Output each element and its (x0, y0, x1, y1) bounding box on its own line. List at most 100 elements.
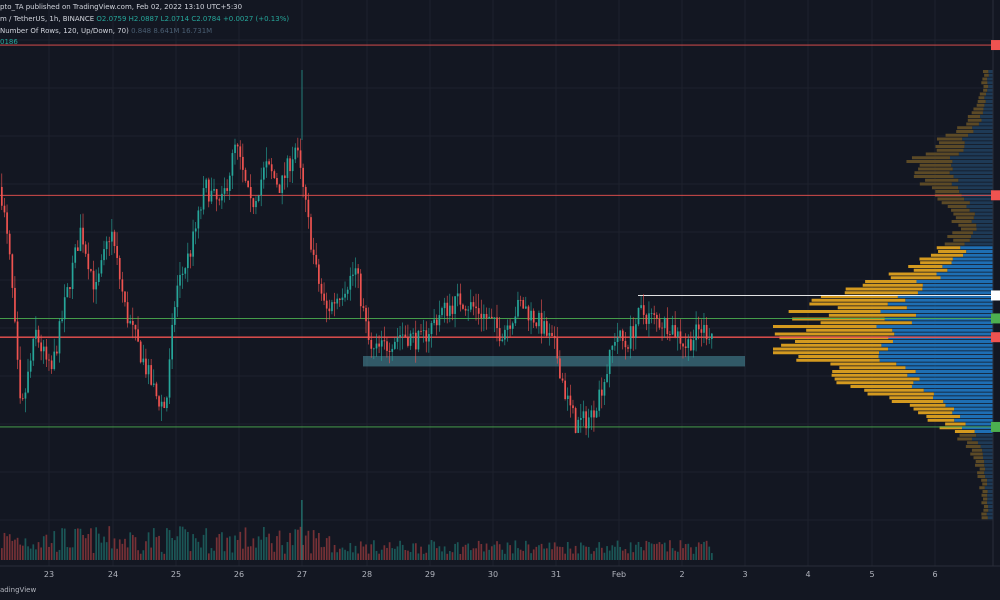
candle-body (105, 241, 108, 250)
price-tag-resistance-poc (991, 332, 1000, 343)
vp-row-up (987, 490, 993, 493)
volume-bar (24, 538, 27, 560)
volume-bar (302, 544, 304, 560)
candle-body (333, 302, 336, 304)
volume-bar (462, 546, 464, 560)
candle-body (270, 164, 273, 172)
volume-bar (656, 543, 658, 560)
vp-row-up (953, 175, 993, 178)
candle-body (386, 341, 388, 351)
candle-body (608, 349, 611, 375)
vp-row-up (987, 478, 993, 482)
candle-body (564, 380, 566, 400)
vp-row-down (947, 205, 967, 208)
volume-bar (645, 540, 648, 560)
vp-row-down (935, 190, 960, 193)
candle-body (577, 419, 580, 433)
vp-row-down (957, 437, 972, 441)
candle-body (614, 341, 616, 346)
volume-bar (202, 534, 205, 560)
volume-bar (304, 535, 307, 560)
vp-row-up (945, 403, 993, 407)
time-tick-label: 5 (869, 570, 874, 579)
candle-body (252, 198, 255, 208)
vp-row-up (971, 235, 993, 238)
volume-bar (113, 538, 116, 560)
vp-row-up (905, 366, 993, 370)
vp-row-down (979, 486, 985, 490)
price-tag-resistance-top (991, 40, 1000, 51)
vp-row-down (888, 272, 937, 276)
volume-bar (608, 550, 611, 560)
vp-row-down (891, 400, 944, 403)
volume-bar (488, 549, 491, 560)
symbol-name[interactable]: m / TetherUS, 1h, BINANCE (0, 15, 95, 23)
vp-row-up (962, 137, 993, 141)
volume-bar (658, 542, 661, 560)
vp-row-up (894, 332, 993, 336)
candle-body (357, 268, 360, 274)
candle-body (58, 321, 61, 354)
time-tick-label: 30 (488, 570, 498, 579)
volume-bar (210, 548, 213, 560)
vp-row-up (964, 141, 993, 145)
candle-body (338, 298, 341, 300)
vp-row-down (939, 426, 963, 430)
candle-body (485, 313, 488, 319)
vp-row-up (985, 92, 993, 96)
candle-body (695, 324, 697, 341)
candle-body (179, 274, 181, 286)
volume-bar (221, 532, 223, 560)
vp-row-up (987, 81, 993, 85)
vp-row-up (905, 298, 993, 302)
ohlc-high: H2.0887 (128, 15, 159, 23)
indicator-line[interactable]: Number Of Rows, 120, Up/Down, 70) 0.848 … (0, 27, 212, 36)
vp-row-down (927, 418, 955, 422)
time-axis[interactable]: 23 24 25 26 27 28 29 30 31 Feb 2 3 4 5 6 (44, 570, 938, 579)
time-tick-label: 26 (234, 570, 244, 579)
candle-body (160, 401, 163, 407)
volume-bar (572, 553, 574, 560)
volume-bar (132, 534, 134, 560)
candle-body (228, 175, 231, 191)
vp-row-up (978, 122, 993, 126)
vp-row-up (952, 167, 993, 171)
volume-bar (357, 553, 360, 560)
candle-body (650, 313, 653, 315)
candle-body (79, 227, 82, 251)
volume-bar (543, 548, 546, 560)
candle-body (446, 302, 449, 316)
candle-body (443, 302, 446, 309)
volume-bar (325, 538, 328, 560)
candle-body (341, 297, 344, 300)
volume-bar (6, 536, 8, 560)
candle-body (158, 396, 160, 407)
candle-body (671, 325, 674, 335)
volume-bar (428, 544, 430, 560)
vp-row-down (967, 441, 978, 445)
vp-row-down (773, 347, 888, 351)
candle-body (302, 167, 304, 187)
volume-bar (530, 553, 532, 560)
candle-body (11, 254, 14, 288)
candle-body (297, 147, 299, 151)
vp-row-up (969, 208, 993, 212)
candle-body (168, 359, 171, 398)
volume-bar (514, 540, 517, 560)
vp-row-down (955, 216, 974, 220)
vp-row-up (973, 130, 993, 133)
price-axis-tags (991, 40, 1000, 432)
volume-bar (100, 542, 103, 560)
volume-bar (129, 532, 132, 560)
candle-body (692, 340, 695, 351)
vp-row-up (887, 347, 993, 351)
vp-row-down (976, 103, 985, 107)
time-tick-label: Feb (612, 570, 626, 579)
candle-body (635, 324, 637, 339)
candle-body (323, 293, 325, 301)
volume-bar (598, 542, 601, 560)
candle-body (679, 331, 682, 344)
candle-body (388, 350, 391, 352)
volume-bar (417, 553, 420, 560)
